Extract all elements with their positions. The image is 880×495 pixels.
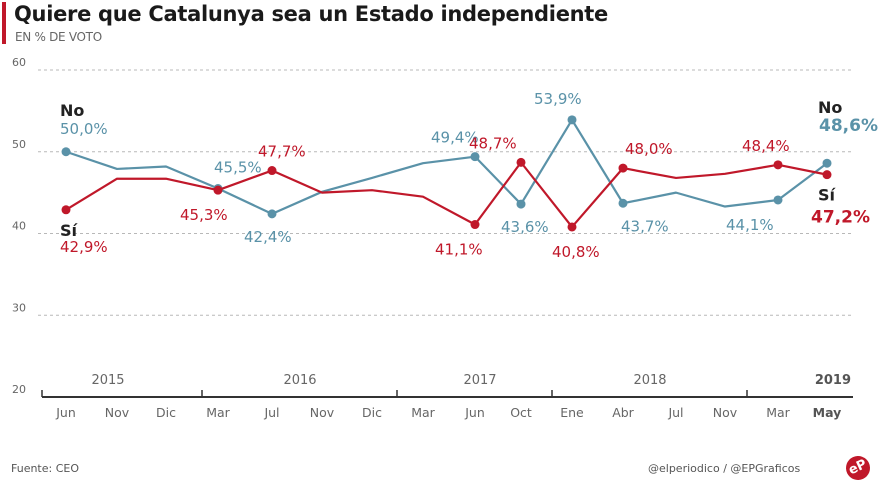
- data-label-no: 48,6%: [819, 116, 878, 136]
- x-tick-label: Nov: [713, 405, 738, 420]
- data-label-no: 53,9%: [534, 90, 582, 108]
- data-point-no: [822, 158, 832, 168]
- data-label-no: 44,1%: [726, 216, 774, 234]
- data-point-no: [470, 152, 480, 162]
- x-tick-label: Nov: [310, 405, 335, 420]
- data-point-no: [567, 115, 577, 125]
- x-tick-label: Jul: [263, 405, 279, 420]
- x-tick-label: Jun: [55, 405, 76, 420]
- x-tick-label: Dic: [156, 405, 176, 420]
- data-label-si: 47,7%: [258, 143, 306, 161]
- credits: @elperiodico / @EPGraficos: [648, 462, 801, 475]
- data-label-si: 45,3%: [180, 206, 228, 224]
- year-label: 2017: [463, 373, 496, 388]
- year-label: 2018: [633, 373, 666, 388]
- data-point-si: [618, 163, 628, 173]
- data-label-si: 42,9%: [60, 238, 108, 256]
- x-tick-label: Abr: [612, 405, 634, 420]
- data-label-si: 41,1%: [435, 241, 483, 259]
- data-point-no: [516, 199, 526, 209]
- series-line-no: [65, 118, 828, 215]
- data-label-si: 47,2%: [811, 208, 870, 228]
- x-tick-label: Ene: [560, 405, 584, 420]
- data-point-si: [822, 170, 832, 180]
- y-tick-label: 60: [12, 56, 26, 69]
- chart-subtitle: EN % DE VOTO: [15, 30, 102, 44]
- data-point-si: [516, 157, 526, 167]
- data-label-si: 48,4%: [742, 137, 790, 155]
- x-tick-label: Nov: [105, 405, 130, 420]
- x-tick-label: Oct: [510, 405, 532, 420]
- series-name-no-end: No: [818, 98, 842, 117]
- title-accent-bar: [2, 2, 6, 44]
- data-point-no: [61, 147, 71, 157]
- data-label-no: 50,0%: [60, 120, 108, 138]
- data-label-no: 43,7%: [621, 217, 669, 235]
- x-tick-label: Mar: [206, 405, 230, 420]
- y-tick-label: 30: [12, 301, 26, 314]
- x-tick-label: Mar: [766, 405, 790, 420]
- y-tick-label: 20: [12, 383, 26, 396]
- x-tick-label: Jun: [464, 405, 485, 420]
- data-label-no: 49,4%: [431, 129, 479, 147]
- series-line-si: [65, 161, 828, 229]
- x-tick-label: May: [813, 405, 842, 420]
- data-point-si: [773, 160, 783, 170]
- data-label-no: 43,6%: [501, 218, 549, 236]
- data-label-si: 48,7%: [469, 134, 517, 152]
- series-name-si: Sí: [60, 221, 79, 240]
- source-note: Fuente: CEO: [11, 462, 80, 475]
- year-label: 2016: [283, 373, 316, 388]
- data-point-no: [618, 198, 628, 208]
- year-label: 2015: [91, 373, 124, 388]
- data-point-si: [213, 185, 223, 195]
- data-point-no: [267, 209, 277, 219]
- y-tick-label: 50: [12, 138, 26, 151]
- data-point-si: [567, 222, 577, 232]
- data-point-si: [470, 220, 480, 230]
- data-point-no: [773, 195, 783, 205]
- data-label-no: 42,4%: [244, 228, 292, 246]
- x-tick-label: Dic: [362, 405, 382, 420]
- chart-title: Quiere que Catalunya sea un Estado indep…: [14, 2, 608, 26]
- y-tick-label: 40: [12, 220, 26, 233]
- series-name-no: No: [60, 101, 84, 120]
- year-label: 2019: [815, 373, 851, 388]
- data-label-si: 48,0%: [625, 140, 673, 158]
- x-tick-label: Jul: [667, 405, 683, 420]
- data-point-si: [61, 205, 71, 215]
- data-label-no: 45,5%: [214, 159, 262, 177]
- data-label-si: 40,8%: [552, 243, 600, 261]
- x-tick-label: Mar: [411, 405, 435, 420]
- data-point-si: [267, 166, 277, 176]
- series-name-si-end: Sí: [818, 186, 837, 205]
